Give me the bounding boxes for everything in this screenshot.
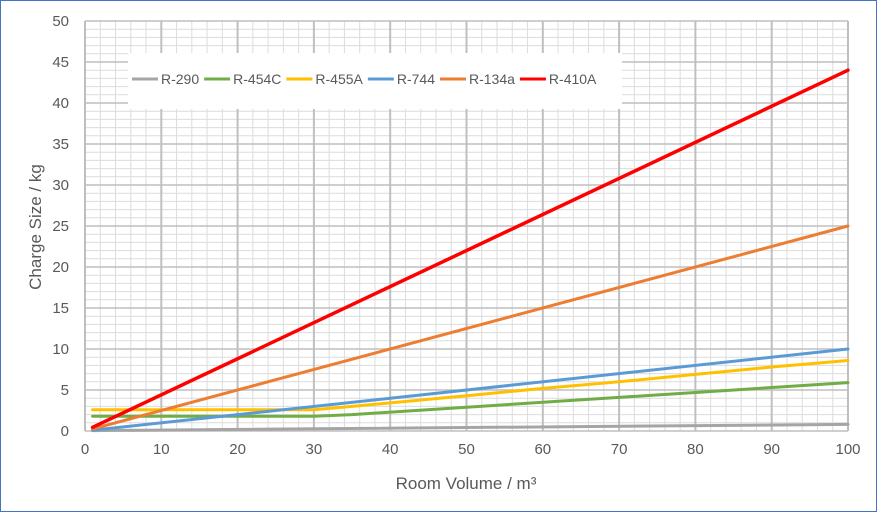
y-tick-label: 20 — [52, 259, 69, 276]
series-line-r-454c — [91, 381, 850, 418]
y-tick-label: 0 — [61, 423, 69, 440]
x-axis-ticks: 0 10 20 30 40 50 60 70 80 90 100 — [81, 441, 861, 458]
x-tick-label: 70 — [611, 441, 628, 458]
legend: R-290 R-454C R-455A R-744 R-134a R-410A — [132, 71, 597, 87]
y-tick-label: 5 — [61, 382, 69, 399]
x-tick-label: 90 — [763, 441, 780, 458]
series-lines — [90, 68, 850, 433]
legend-label: R-455A — [315, 71, 363, 87]
series-line-r-744 — [91, 347, 850, 432]
y-tick-label: 40 — [52, 95, 69, 112]
legend-label: R-744 — [397, 71, 435, 87]
x-tick-label: 100 — [835, 441, 860, 458]
legend-background — [128, 53, 622, 109]
y-tick-label: 25 — [52, 218, 69, 235]
y-tick-label: 15 — [52, 300, 69, 317]
series-line-r-134a — [91, 224, 850, 431]
y-tick-label: 30 — [52, 177, 69, 194]
x-tick-label: 40 — [382, 441, 399, 458]
y-tick-label: 45 — [52, 54, 69, 71]
series-line-r-410a — [90, 68, 850, 430]
y-tick-label: 10 — [52, 341, 69, 358]
y-axis-title: Charge Size / kg — [26, 164, 45, 290]
legend-label: R-290 — [161, 71, 199, 87]
x-axis-title: Room Volume / m³ — [396, 474, 537, 493]
x-tick-label: 20 — [229, 441, 246, 458]
legend-label: R-454C — [233, 71, 281, 87]
legend-label: R-410A — [549, 71, 597, 87]
x-tick-label: 80 — [687, 441, 704, 458]
x-tick-label: 30 — [306, 441, 323, 458]
y-tick-label: 35 — [52, 136, 69, 153]
legend-label: R-134a — [469, 71, 515, 87]
x-tick-label: 60 — [534, 441, 551, 458]
series-line-r-455a — [91, 359, 850, 412]
y-tick-label: 50 — [52, 13, 69, 30]
y-axis-ticks: 0 5 10 15 20 25 30 35 40 45 50 — [52, 13, 69, 440]
x-tick-label: 50 — [458, 441, 475, 458]
x-tick-label: 10 — [153, 441, 170, 458]
series-line-r-290 — [91, 422, 850, 433]
x-tick-label: 0 — [81, 441, 89, 458]
